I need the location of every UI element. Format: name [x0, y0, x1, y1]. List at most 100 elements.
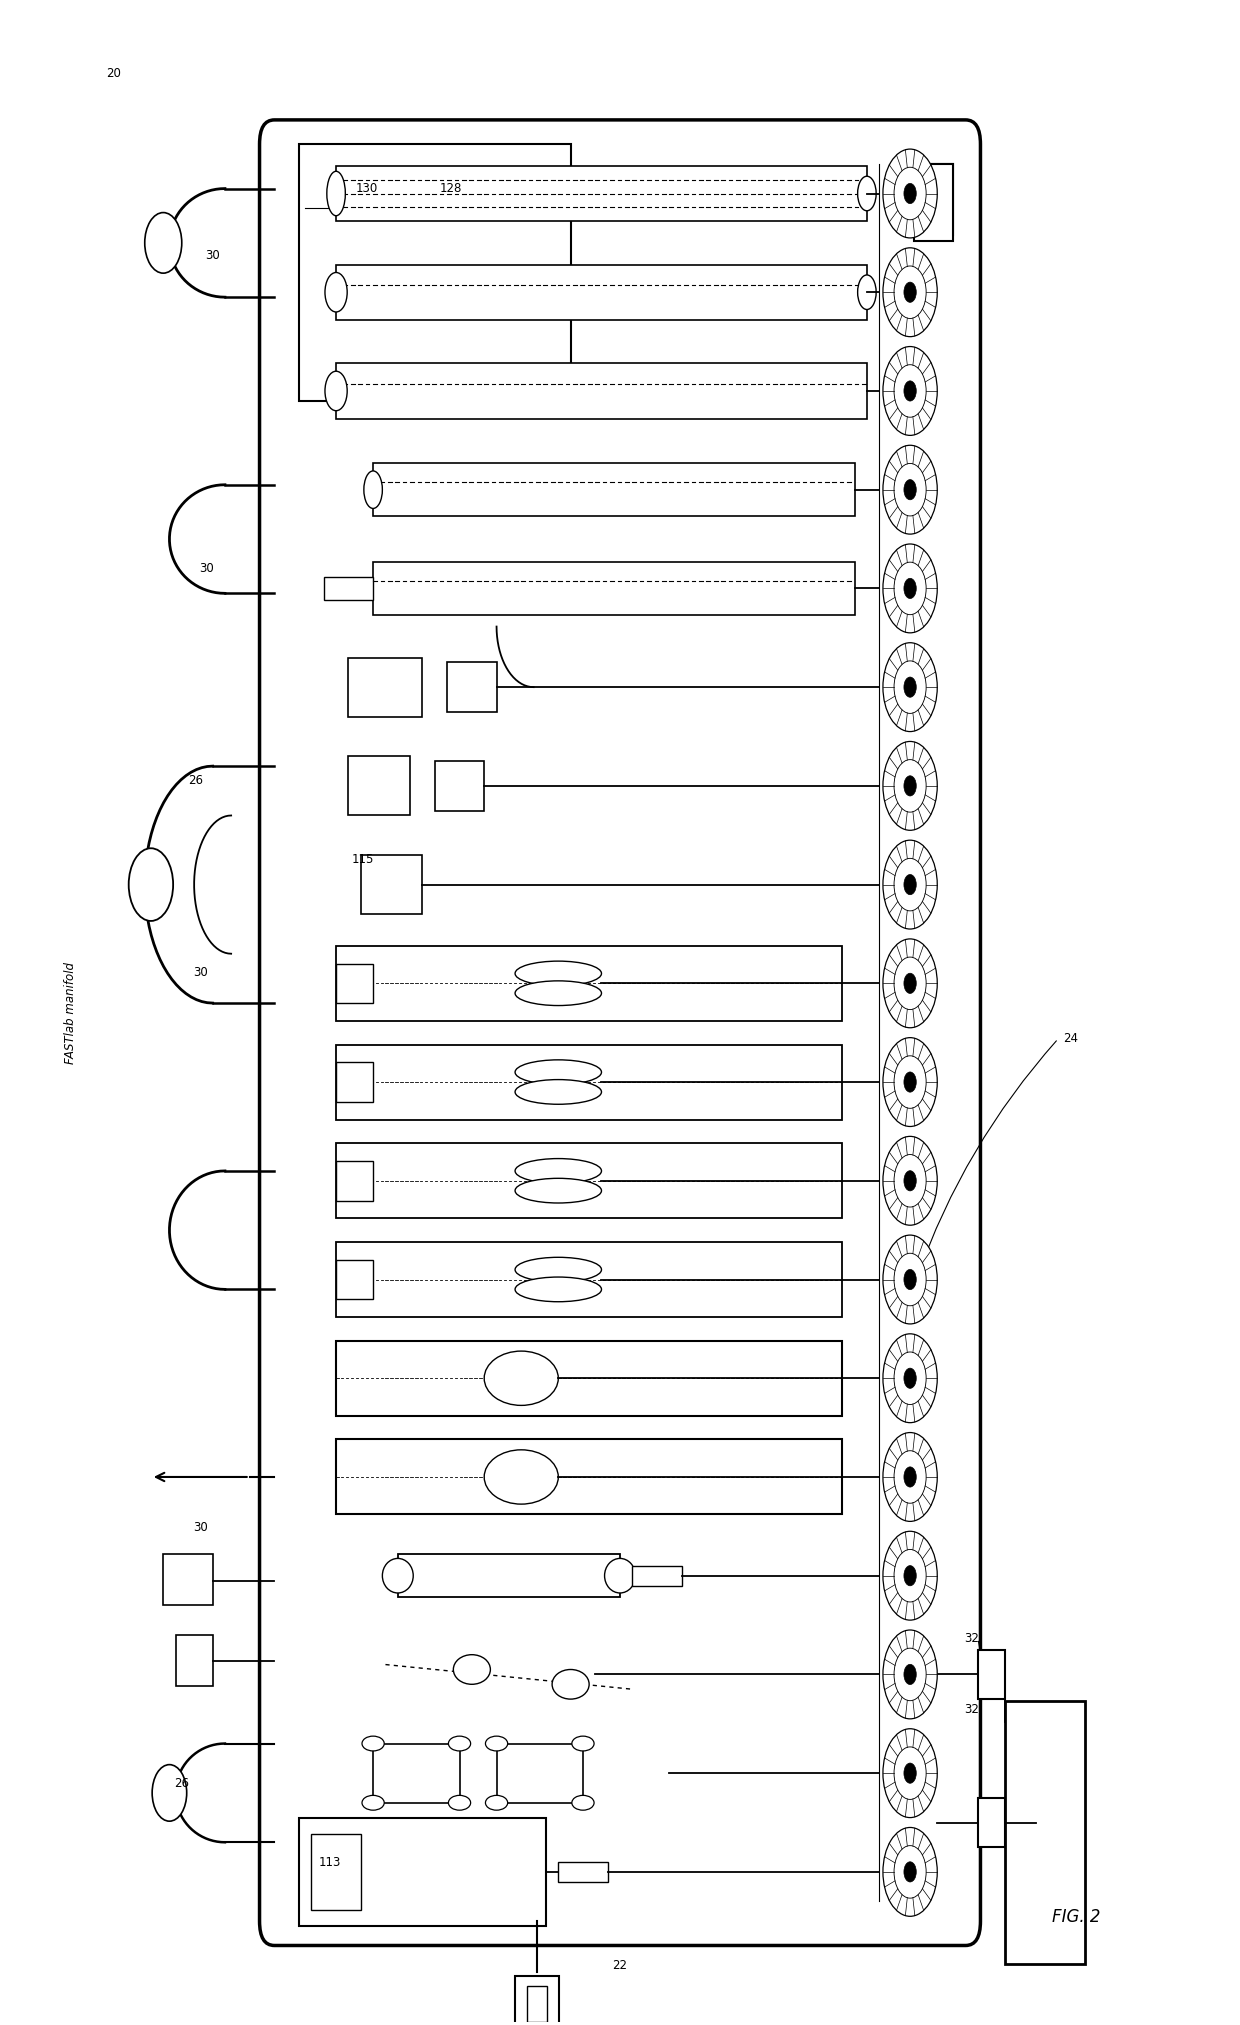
- Circle shape: [894, 958, 926, 1010]
- Circle shape: [904, 184, 916, 205]
- Bar: [632, 1565, 682, 1586]
- Circle shape: [894, 265, 926, 318]
- Bar: [336, 1440, 842, 1515]
- Bar: [348, 658, 423, 717]
- Ellipse shape: [858, 176, 877, 211]
- Bar: [978, 1650, 1006, 1699]
- Text: 32: 32: [965, 1703, 980, 1715]
- Circle shape: [894, 1253, 926, 1306]
- Circle shape: [153, 1764, 187, 1820]
- Circle shape: [904, 875, 916, 895]
- Circle shape: [883, 1729, 937, 1818]
- Text: 30: 30: [206, 249, 219, 261]
- Bar: [978, 1798, 1006, 1847]
- Text: 26: 26: [187, 774, 203, 788]
- Circle shape: [883, 840, 937, 929]
- Bar: [1006, 1701, 1085, 1964]
- Bar: [496, 1744, 583, 1802]
- Bar: [373, 561, 854, 616]
- Circle shape: [883, 1432, 937, 1521]
- Circle shape: [129, 848, 174, 921]
- FancyBboxPatch shape: [259, 119, 981, 1946]
- Ellipse shape: [858, 275, 877, 310]
- Text: FIG. 2: FIG. 2: [1053, 1908, 1101, 1926]
- Circle shape: [904, 1071, 916, 1091]
- Ellipse shape: [515, 1079, 601, 1104]
- Bar: [336, 1241, 842, 1316]
- Bar: [176, 1634, 212, 1685]
- Ellipse shape: [363, 472, 382, 508]
- Circle shape: [904, 776, 916, 796]
- Ellipse shape: [605, 1559, 635, 1594]
- Bar: [336, 964, 373, 1002]
- Circle shape: [904, 676, 916, 697]
- Circle shape: [894, 859, 926, 911]
- Bar: [558, 1863, 608, 1881]
- Ellipse shape: [515, 1278, 601, 1302]
- Ellipse shape: [362, 1796, 384, 1810]
- Bar: [336, 1160, 373, 1201]
- Ellipse shape: [382, 1559, 413, 1594]
- Ellipse shape: [454, 1654, 490, 1685]
- Circle shape: [904, 1861, 916, 1881]
- Circle shape: [904, 1665, 916, 1685]
- Ellipse shape: [515, 962, 601, 986]
- Circle shape: [904, 381, 916, 401]
- Ellipse shape: [515, 980, 601, 1006]
- Text: 115: 115: [352, 853, 374, 865]
- Text: 30: 30: [193, 966, 207, 978]
- Text: 22: 22: [613, 1958, 627, 1972]
- Bar: [336, 1045, 842, 1120]
- Circle shape: [883, 1334, 937, 1424]
- Ellipse shape: [325, 371, 347, 411]
- Circle shape: [894, 660, 926, 713]
- Bar: [435, 761, 484, 810]
- Circle shape: [904, 1565, 916, 1586]
- Bar: [914, 164, 954, 241]
- Bar: [336, 1063, 373, 1102]
- Bar: [916, 164, 954, 235]
- Bar: [373, 464, 854, 516]
- Ellipse shape: [484, 1450, 558, 1505]
- Circle shape: [894, 168, 926, 221]
- Ellipse shape: [515, 1179, 601, 1203]
- Circle shape: [894, 1748, 926, 1800]
- Circle shape: [904, 281, 916, 302]
- Text: FASTlab manifold: FASTlab manifold: [64, 962, 77, 1063]
- Circle shape: [904, 1170, 916, 1191]
- Ellipse shape: [362, 1735, 384, 1752]
- Circle shape: [883, 1827, 937, 1916]
- Circle shape: [883, 446, 937, 535]
- Circle shape: [883, 1531, 937, 1620]
- Ellipse shape: [515, 1059, 601, 1085]
- Ellipse shape: [449, 1796, 471, 1810]
- Circle shape: [904, 1466, 916, 1486]
- Bar: [336, 362, 867, 419]
- Bar: [311, 1835, 361, 1910]
- Circle shape: [894, 563, 926, 616]
- Circle shape: [883, 1630, 937, 1719]
- Bar: [164, 1555, 212, 1606]
- Bar: [448, 662, 496, 713]
- Text: 30: 30: [200, 561, 213, 575]
- Ellipse shape: [515, 1258, 601, 1282]
- Circle shape: [904, 1369, 916, 1389]
- Circle shape: [894, 1648, 926, 1701]
- Circle shape: [894, 1549, 926, 1602]
- Bar: [361, 855, 423, 913]
- Circle shape: [883, 545, 937, 634]
- Ellipse shape: [449, 1735, 471, 1752]
- Circle shape: [883, 247, 937, 336]
- Circle shape: [894, 1845, 926, 1897]
- Bar: [336, 1144, 842, 1219]
- Bar: [299, 144, 570, 401]
- Ellipse shape: [572, 1796, 594, 1810]
- Ellipse shape: [485, 1735, 507, 1752]
- Circle shape: [894, 1353, 926, 1405]
- Bar: [373, 1744, 460, 1802]
- Bar: [527, 1987, 547, 2023]
- Ellipse shape: [552, 1669, 589, 1699]
- Bar: [324, 577, 373, 599]
- Circle shape: [894, 1055, 926, 1108]
- Circle shape: [894, 464, 926, 516]
